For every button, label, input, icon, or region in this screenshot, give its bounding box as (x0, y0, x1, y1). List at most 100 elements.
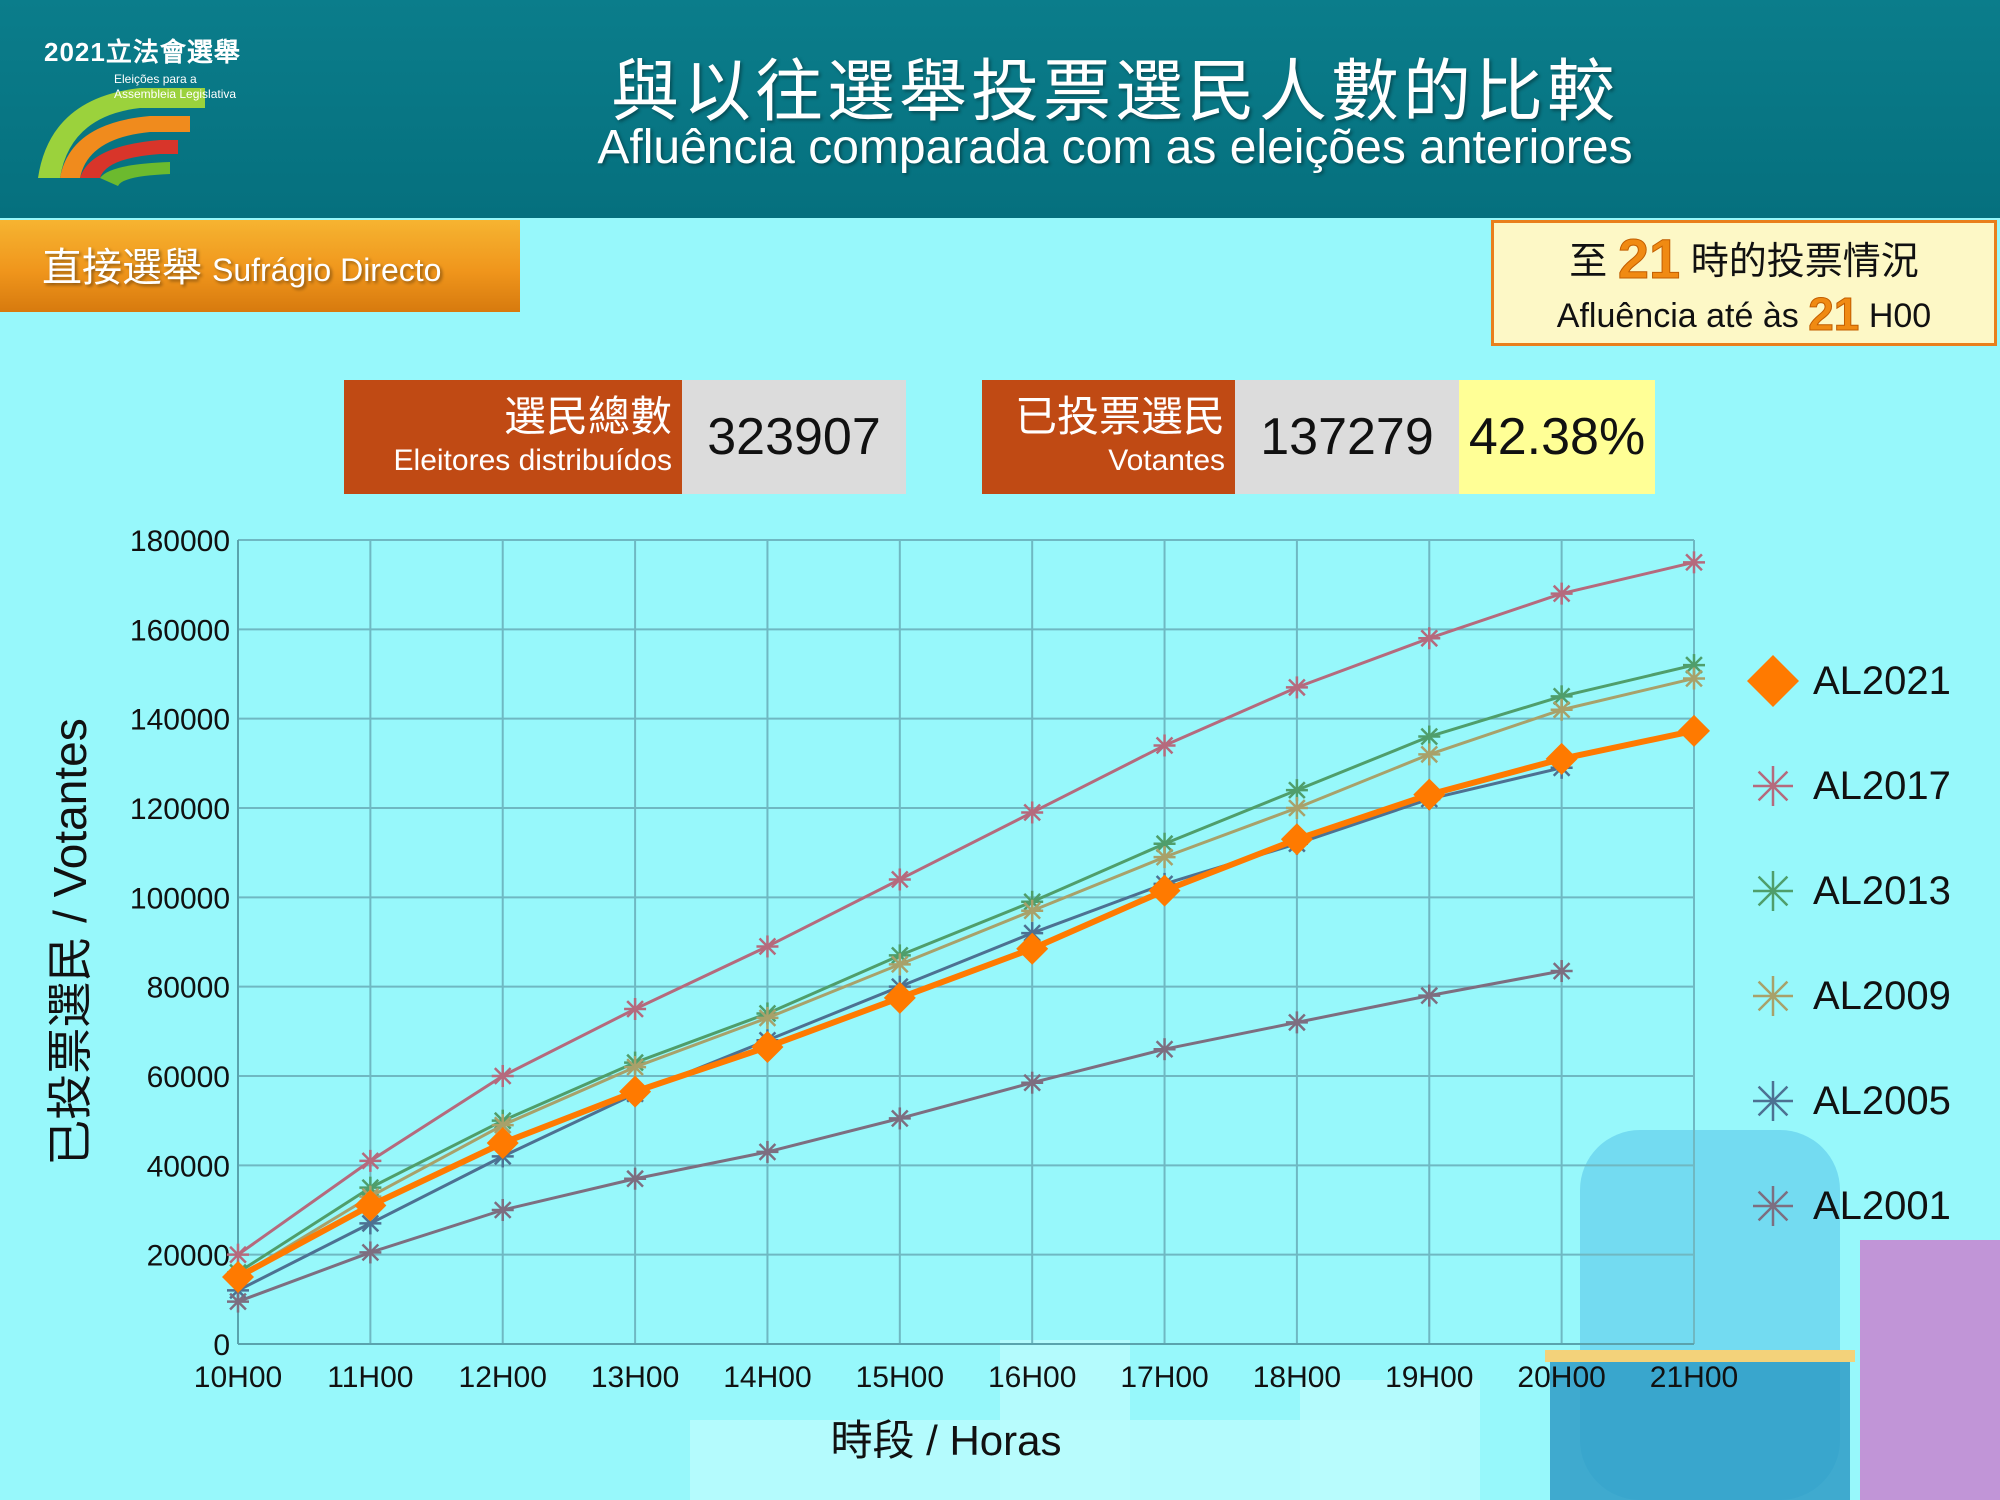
data-point-al2021 (222, 1261, 254, 1293)
voters-label-zh: 已投票選民 (1014, 393, 1225, 440)
x-tick-label: 21H00 (1650, 1361, 1738, 1394)
marker-stroke (1757, 875, 1789, 907)
chart-grid (237, 539, 1695, 1345)
series-al2001 (227, 960, 1573, 1313)
x-tick-label: 13H00 (591, 1361, 679, 1394)
marker-stroke (626, 1058, 644, 1076)
y-tick-label: 160000 (130, 614, 230, 647)
chart-legend: AL2021 AL2017 AL2013 AL2009 AL2005 AL2001 (1747, 655, 1951, 1228)
legend-item-al2005: AL2005 (1753, 1079, 1951, 1123)
data-point-al2001 (1285, 1011, 1308, 1034)
logo-subtitle-line1: Eleições para a (114, 72, 197, 86)
marker-stroke (229, 1292, 247, 1311)
legend-label-al2005: AL2005 (1813, 1079, 1951, 1123)
time-zh-hour: 21 (1617, 227, 1681, 290)
marker-stroke (1023, 803, 1041, 822)
data-point-al2017 (624, 998, 647, 1020)
marker-stroke (493, 1116, 512, 1134)
y-tick-label: 20000 (147, 1240, 230, 1273)
marker-stroke (1420, 629, 1439, 648)
time-pt-hour: 21 (1808, 288, 1860, 340)
registered-value: 323907 (682, 380, 906, 494)
marker-stroke (1552, 584, 1571, 603)
data-point-al2009 (1021, 899, 1044, 922)
data-point-al2013 (1418, 725, 1441, 748)
marker-stroke (1685, 656, 1703, 674)
marker-stroke (891, 1109, 909, 1128)
data-point-al2009 (756, 1006, 779, 1029)
legend-item-al2017: AL2017 (1753, 764, 1951, 808)
marker-stroke (758, 937, 777, 956)
data-point-al2001 (491, 1199, 514, 1221)
registered-label: 選民總數 Eleitores distribuídos (344, 380, 682, 494)
legend-label-al2009: AL2009 (1813, 974, 1951, 1018)
data-point-al2021 (354, 1189, 387, 1222)
time-pt-prefix: Afluência até às (1556, 297, 1799, 335)
series-al2021 (222, 714, 1710, 1293)
data-point-al2017 (1021, 801, 1044, 824)
marker-stroke (1685, 669, 1703, 688)
y-axis-title: 已投票選民 / Votantes (44, 718, 96, 1165)
x-tick-label: 10H00 (194, 1361, 282, 1394)
legend-marker-al2017 (1753, 766, 1793, 806)
y-tick-label: 60000 (147, 1061, 230, 1094)
logo-arcs-icon (38, 88, 205, 186)
data-point-al2001 (227, 1290, 249, 1313)
legend-label-al2017: AL2017 (1813, 764, 1951, 808)
data-point-al2001 (1550, 960, 1573, 983)
marker-stroke (493, 1067, 512, 1085)
x-tick-label: 20H00 (1517, 1361, 1605, 1394)
data-point-al2021 (1545, 742, 1578, 775)
marker-stroke (1757, 1190, 1789, 1222)
x-tick-label: 11H00 (327, 1361, 413, 1394)
data-point-al2001 (624, 1167, 647, 1190)
x-axis-title: 時段 / Horas (830, 1417, 1061, 1464)
data-point-al2009 (1153, 846, 1176, 869)
legend-label-al2021: AL2021 (1813, 659, 1951, 703)
series-line-al2021 (236, 727, 1695, 1280)
marker-stroke (1288, 678, 1306, 697)
page-title-pt: Afluência comparada com as eleições ante… (597, 121, 1633, 174)
chart-axes: 0 20000 40000 60000 80000 100000 120000 140000 1… (44, 525, 1738, 1464)
x-tick-label: 16H00 (988, 1361, 1076, 1394)
data-point-al2013 (1683, 654, 1705, 677)
legend-marker-al2005 (1753, 1081, 1793, 1121)
data-point-al2009 (624, 1056, 647, 1079)
data-point-al2017 (756, 935, 779, 958)
data-point-al2017 (491, 1065, 514, 1087)
marker-stroke (1155, 736, 1174, 755)
data-point-al2001 (1418, 984, 1441, 1007)
section-label-pt: Sufrágio Directo (212, 252, 442, 288)
data-point-al2017 (359, 1149, 382, 1172)
y-tick-label: 40000 (147, 1150, 230, 1183)
data-point-al2021 (619, 1075, 652, 1108)
marker-stroke (361, 1243, 380, 1262)
time-status-box: 至 21 時的投票情況 Afluência até às 21 H00 (1491, 220, 1997, 346)
x-tick-label: 14H00 (723, 1361, 811, 1394)
marker-stroke (1023, 901, 1041, 920)
data-point-al2009 (1550, 698, 1573, 721)
y-tick-label: 140000 (130, 704, 230, 737)
logo-subtitle: Eleições para a Assembleia Legislativa (114, 72, 236, 102)
voters-label-pt: Votantes (1108, 444, 1225, 477)
time-zh-prefix: 至 (1569, 241, 1608, 283)
legend-marker-al2009 (1753, 976, 1793, 1016)
x-tick-label: 18H00 (1253, 1361, 1341, 1394)
data-point-al2021 (1678, 714, 1710, 747)
voters-value: 137279 (1235, 380, 1459, 494)
data-point-al2009 (1418, 743, 1441, 766)
background-buildings-illustration (690, 1130, 2000, 1500)
data-point-al2017 (888, 868, 911, 891)
marker-stroke (626, 1000, 644, 1018)
marker-stroke (1155, 848, 1174, 866)
marker-stroke (1757, 1085, 1789, 1117)
marker-stroke (758, 1143, 777, 1161)
data-point-al2021 (1016, 932, 1049, 965)
x-tick-label: 19H00 (1385, 1361, 1473, 1394)
y-tick-label: 120000 (130, 793, 230, 826)
building-shape (1000, 1340, 1130, 1500)
series-al2013 (227, 654, 1705, 1284)
legend-item-al2021: AL2021 (1747, 655, 1951, 707)
series-al2009 (227, 667, 1705, 1288)
marker-stroke (493, 1201, 512, 1219)
